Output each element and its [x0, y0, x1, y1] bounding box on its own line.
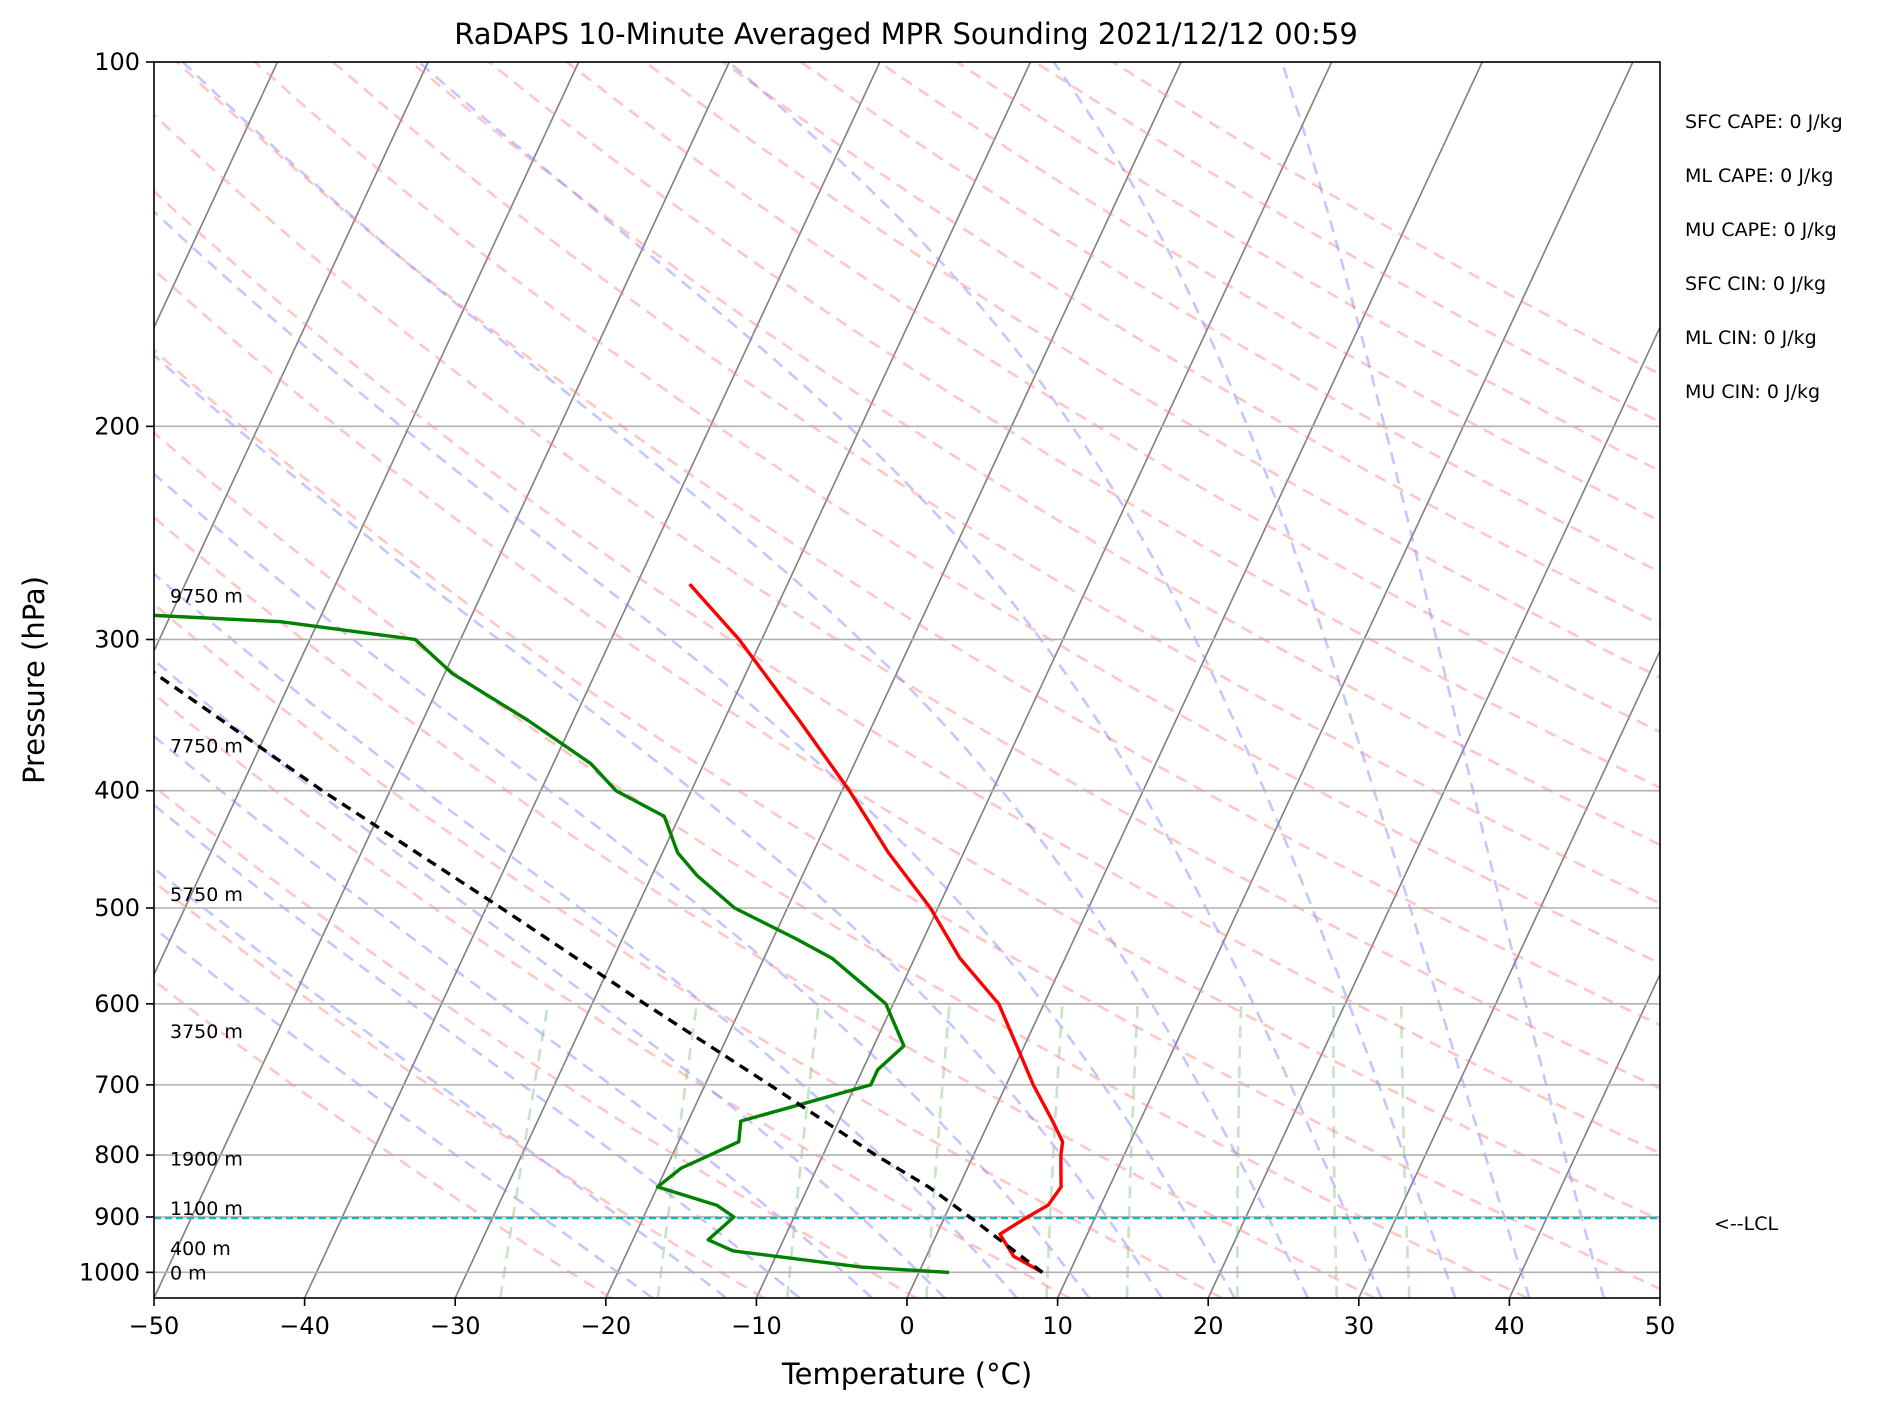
isotherm-line [154, 62, 580, 977]
stability-index-label: MU CAPE: 0 J/kg [1685, 219, 1837, 241]
moist-adiabat-line [154, 734, 874, 1298]
x-tick-label: 40 [1494, 1312, 1525, 1340]
mixing-ratio-line [1236, 1003, 1243, 1298]
isotherm-line [1056, 62, 1634, 1298]
mixing-ratio-line [656, 1003, 698, 1298]
moist-adiabat-line [417, 62, 1383, 1298]
isotherm-line [154, 62, 731, 1298]
isotherm-line [755, 62, 1333, 1298]
stability-index-label: ML CAPE: 0 J/kg [1685, 165, 1833, 187]
moist-adiabat-line [1052, 62, 1531, 1298]
isotherm-line [154, 62, 279, 330]
moist-adiabat-line [154, 866, 728, 1298]
height-label: 9750 m [170, 586, 243, 608]
moist-adiabat-line [154, 926, 654, 1298]
y-axis-title: Pressure (hPa) [17, 576, 51, 784]
dry-adiabat-line [154, 515, 1376, 1298]
isotherm-line [605, 62, 1182, 1298]
stability-index-label: MU CIN: 0 J/kg [1685, 381, 1820, 403]
x-tick-label: 0 [899, 1312, 914, 1340]
dry-adiabat-line [154, 189, 1660, 1155]
moist-adiabat-line [154, 353, 1163, 1298]
y-tick-label: 900 [94, 1203, 140, 1231]
isotherm-line [1508, 972, 1660, 1298]
isotherm-line [1358, 648, 1660, 1298]
dry-adiabat-line [154, 880, 765, 1298]
dry-adiabat-line [175, 62, 1660, 1027]
x-tick-label: −10 [731, 1312, 782, 1340]
axis-ticks: −50 −40 −30 −20 −10 0 10 20 30 40 50 100 200 300 400 50… [79, 48, 1675, 1340]
x-tick-label: 10 [1042, 1312, 1073, 1340]
dry-adiabat-line [154, 348, 1660, 1291]
mixing-ratio-line [1400, 1003, 1411, 1298]
profile-lines [154, 582, 1065, 1275]
mixing-ratio-line [1045, 1003, 1064, 1298]
isotherm-line [303, 62, 881, 1298]
y-tick-label: 1000 [79, 1258, 140, 1286]
y-tick-label: 200 [94, 412, 140, 440]
height-label: 3750 m [170, 1021, 243, 1043]
dry-adiabat-line [410, 62, 1660, 847]
height-label: 7750 m [170, 735, 243, 757]
y-tick-label: 500 [94, 894, 140, 922]
y-tick-label: 100 [94, 48, 140, 76]
x-tick-label: −50 [129, 1312, 180, 1340]
isotherm-line [1207, 325, 1660, 1298]
y-tick-label: 300 [94, 625, 140, 653]
x-tick-label: 20 [1193, 1312, 1224, 1340]
x-tick-label: −30 [430, 1312, 481, 1340]
isotherm-line [906, 62, 1484, 1298]
mixing-ratio-line [499, 1003, 550, 1298]
background-lines [154, 62, 1660, 1298]
moist-adiabat-line [154, 572, 1018, 1298]
height-label: 1900 m [170, 1148, 243, 1170]
isotherm-line [154, 62, 429, 653]
stability-index-label: ML CIN: 0 J/kg [1685, 327, 1817, 349]
dry-adiabat-line [154, 430, 1529, 1298]
dry-adiabat-line [154, 268, 1660, 1222]
height-label: 5750 m [170, 884, 243, 906]
dry-adiabat-line [722, 62, 1660, 626]
dry-adiabat-line [154, 113, 1660, 1090]
y-tick-label: 700 [94, 1071, 140, 1099]
lcl-label: <--LCL [1714, 1213, 1778, 1235]
x-tick-label: 30 [1344, 1312, 1375, 1340]
pressure-gridlines [154, 62, 1660, 1274]
y-tick-label: 600 [94, 990, 140, 1018]
dry-adiabat-line [644, 62, 1660, 679]
stability-index-label: SFC CAPE: 0 J/kg [1685, 111, 1843, 133]
height-label: 0 m [170, 1262, 207, 1284]
y-tick-label: 400 [94, 777, 140, 805]
x-axis-title: Temperature (°C) [781, 1357, 1032, 1391]
dewpoint-profile-line [154, 613, 950, 1275]
height-label: 1100 m [170, 1198, 243, 1220]
isotherm-line [454, 62, 1032, 1298]
height-label: 400 m [170, 1238, 231, 1260]
dry-adiabat-line [154, 784, 918, 1298]
moist-adiabat-line [154, 803, 801, 1298]
temperature-profile-line [688, 582, 1065, 1274]
x-tick-label: −20 [580, 1312, 631, 1340]
chart-title: RaDAPS 10-Minute Averaged MPR Sounding 2… [454, 17, 1358, 51]
x-tick-label: 50 [1645, 1312, 1676, 1340]
dry-adiabat-line [488, 62, 1660, 790]
dry-adiabat-line [154, 602, 1223, 1298]
y-tick-label: 800 [94, 1141, 140, 1169]
x-tick-label: −40 [279, 1312, 330, 1340]
moist-adiabat-line [154, 472, 1091, 1298]
mixing-ratio-line [785, 1003, 820, 1298]
moist-adiabat-line [154, 209, 1236, 1298]
mixing-ratio-line [1332, 1003, 1339, 1298]
moist-adiabat-line [1280, 62, 1606, 1298]
stability-index-label: SFC CIN: 0 J/kg [1685, 273, 1826, 295]
mixing-ratio-line [925, 1003, 951, 1298]
moist-adiabat-line [728, 62, 1457, 1298]
mixing-ratio-line [1125, 1003, 1139, 1298]
stability-indices: SFC CAPE: 0 J/kg ML CAPE: 0 J/kg MU CAPE: … [1685, 111, 1843, 403]
